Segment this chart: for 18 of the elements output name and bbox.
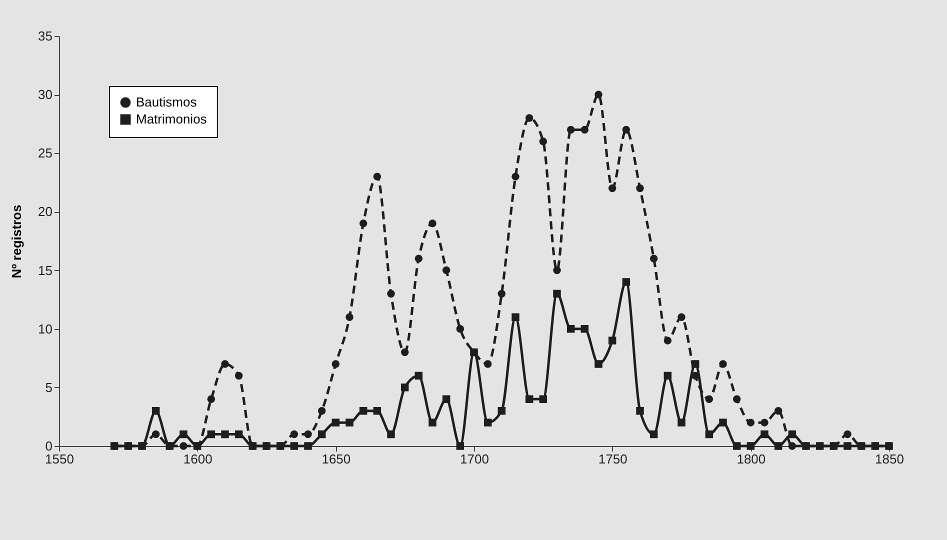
x-tick-label: 1800 — [736, 452, 766, 466]
y-tick-label: 10 — [38, 321, 52, 336]
y-tick-label: 30 — [38, 87, 52, 102]
y-axis-title: Nº registros — [9, 204, 24, 278]
legend-label: Bautismos — [136, 94, 198, 110]
x-tick-label: 1550 — [45, 452, 74, 466]
y-tick-label: 25 — [38, 146, 52, 161]
legend-label: Matrimonios — [136, 112, 208, 126]
y-tick-label: 0 — [45, 438, 52, 454]
x-tick-label: 1750 — [598, 452, 628, 466]
x-tick-label: 1850 — [875, 452, 904, 466]
y-tick-label: 5 — [45, 380, 52, 395]
x-tick-label: 1650 — [322, 452, 351, 466]
y-tick-label: 20 — [38, 204, 52, 220]
x-tick-label: 1700 — [460, 452, 489, 466]
y-tick-label: 35 — [38, 28, 52, 44]
y-tick-label: 15 — [38, 262, 52, 278]
x-tick-label: 1600 — [183, 452, 212, 466]
